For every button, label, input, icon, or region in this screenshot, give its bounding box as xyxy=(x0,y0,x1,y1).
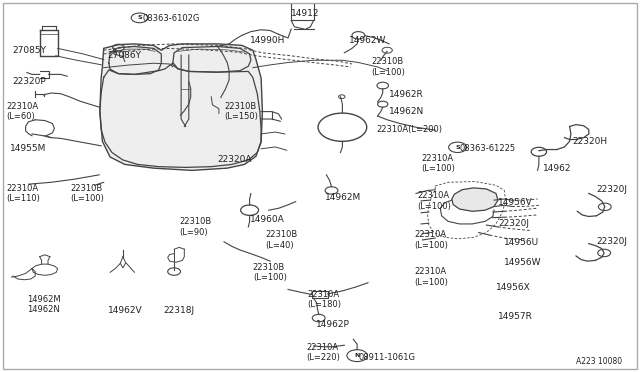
Text: 14962: 14962 xyxy=(543,164,572,173)
Text: 14955M: 14955M xyxy=(10,144,46,153)
Text: 14956W: 14956W xyxy=(504,258,542,267)
Text: 22310B
(L=150): 22310B (L=150) xyxy=(224,102,258,121)
Text: 22310A
(L=60): 22310A (L=60) xyxy=(6,102,38,121)
Text: 22310A
(L=100): 22310A (L=100) xyxy=(421,154,455,173)
Text: 22320J: 22320J xyxy=(596,237,627,246)
Text: 22320J: 22320J xyxy=(498,219,529,228)
Polygon shape xyxy=(452,188,498,211)
Text: 14962R: 14962R xyxy=(388,90,423,99)
Text: 14956X: 14956X xyxy=(496,283,531,292)
Text: 22318J: 22318J xyxy=(163,306,195,315)
Text: S: S xyxy=(455,145,460,150)
Text: 22310A
(L=180): 22310A (L=180) xyxy=(307,290,341,309)
Text: 22310B
(L=100): 22310B (L=100) xyxy=(70,184,104,203)
Text: 14962N: 14962N xyxy=(388,107,424,116)
Text: 14962P: 14962P xyxy=(316,320,349,329)
Text: 14956U: 14956U xyxy=(504,238,540,247)
Text: 14962V: 14962V xyxy=(108,306,142,315)
Text: 14960A: 14960A xyxy=(250,215,284,224)
Text: 22310A(L=200): 22310A(L=200) xyxy=(376,125,442,134)
Text: 22320A: 22320A xyxy=(218,155,252,164)
Text: 22310B
(L=40): 22310B (L=40) xyxy=(266,230,298,250)
Text: 22310B
(L=90): 22310B (L=90) xyxy=(179,217,211,237)
Text: 08363-61225: 08363-61225 xyxy=(460,144,516,153)
Text: 22310B
(L=100): 22310B (L=100) xyxy=(253,263,287,282)
Polygon shape xyxy=(100,44,262,170)
Text: 14912: 14912 xyxy=(291,9,320,17)
Text: 22320J: 22320J xyxy=(596,185,627,194)
Text: 22310A
(L=100): 22310A (L=100) xyxy=(417,191,451,211)
Text: 14962M
14962N: 14962M 14962N xyxy=(27,295,61,314)
Text: 22310A
(L=220): 22310A (L=220) xyxy=(306,343,340,362)
Text: 27085Y: 27085Y xyxy=(13,46,47,55)
Text: 22310A
(L=100): 22310A (L=100) xyxy=(415,267,449,287)
Text: 08363-6102G: 08363-6102G xyxy=(142,14,200,23)
Text: 27086Y: 27086Y xyxy=(108,51,141,60)
Text: A223 10080: A223 10080 xyxy=(576,357,622,366)
Text: 14962M: 14962M xyxy=(325,193,362,202)
Text: 14962W: 14962W xyxy=(349,36,387,45)
Text: 22310B
(L=100): 22310B (L=100) xyxy=(371,57,405,77)
Text: 22310A
(L=100): 22310A (L=100) xyxy=(415,230,449,250)
Text: 22320H: 22320H xyxy=(573,137,608,146)
Text: 14990H: 14990H xyxy=(250,36,285,45)
Text: 22320P: 22320P xyxy=(13,77,47,86)
Text: N: N xyxy=(355,353,360,358)
Text: 22310A
(L=110): 22310A (L=110) xyxy=(6,184,40,203)
Text: 14956V: 14956V xyxy=(498,198,532,207)
Text: 08911-1061G: 08911-1061G xyxy=(358,353,415,362)
Text: S: S xyxy=(137,15,142,20)
Text: 14957R: 14957R xyxy=(498,312,532,321)
